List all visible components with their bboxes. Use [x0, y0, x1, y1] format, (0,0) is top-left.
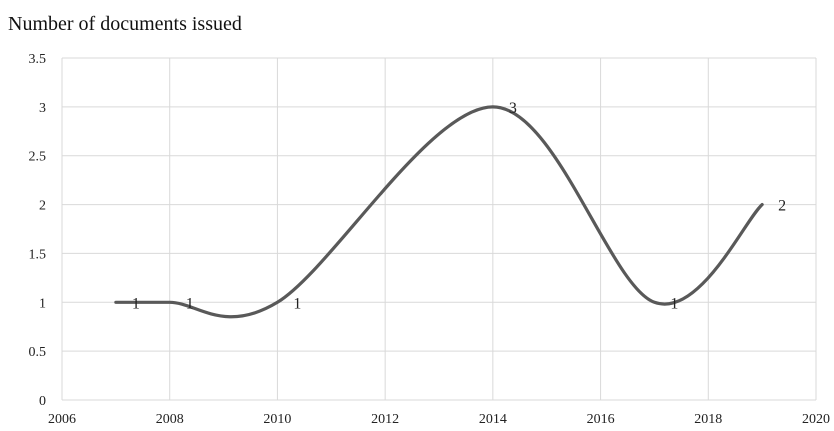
data-label: 2 [778, 198, 786, 215]
y-tick-label: 2 [39, 199, 46, 214]
x-tick-label: 2018 [694, 412, 722, 427]
data-labels: 1 1 1 3 1 2 [132, 100, 786, 312]
axes: 0 0.5 1 1.5 2 2.5 3 3.5 2006 2008 2010 2012 2014 2016… [29, 52, 831, 427]
series-line [114, 105, 764, 319]
y-tick-label: 0 [39, 394, 46, 409]
x-tick-label: 2012 [371, 412, 399, 427]
data-label: 1 [293, 295, 301, 312]
x-tick-label: 2006 [48, 412, 76, 427]
x-tick-label: 2020 [802, 412, 830, 427]
x-tick-label: 2008 [156, 412, 184, 427]
x-tick-label: 2010 [263, 412, 291, 427]
grid [61, 57, 817, 401]
data-label: 3 [509, 100, 517, 117]
data-label: 1 [132, 295, 140, 312]
y-tick-label: 0.5 [29, 345, 47, 360]
data-label: 1 [670, 295, 678, 312]
x-tick-label: 2016 [587, 412, 615, 427]
data-label: 1 [186, 295, 194, 312]
x-tick-label: 2014 [479, 412, 507, 427]
y-tick-label: 3.5 [29, 52, 47, 67]
y-tick-label: 1.5 [29, 247, 47, 262]
y-tick-label: 1 [39, 296, 46, 311]
series-layer [114, 105, 764, 319]
y-tick-label: 2.5 [29, 150, 47, 165]
chart-title: Number of documents issued [8, 13, 242, 35]
y-tick-label: 3 [39, 101, 46, 116]
